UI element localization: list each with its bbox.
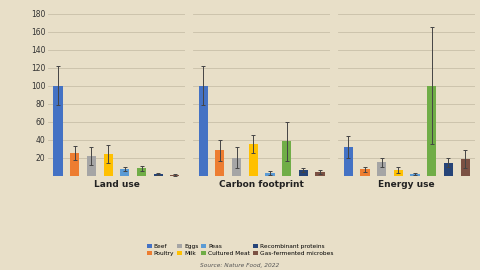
Bar bbox=[53, 86, 62, 176]
Bar bbox=[170, 175, 180, 176]
Bar bbox=[154, 174, 163, 176]
Bar bbox=[282, 141, 291, 176]
Bar bbox=[427, 86, 436, 176]
Bar bbox=[104, 154, 113, 176]
Bar bbox=[315, 172, 324, 176]
Bar bbox=[377, 162, 386, 176]
Bar bbox=[137, 168, 146, 176]
Bar bbox=[444, 163, 453, 176]
Bar bbox=[265, 173, 275, 176]
X-axis label: Energy use: Energy use bbox=[378, 180, 435, 189]
Bar bbox=[70, 153, 79, 176]
Bar bbox=[410, 174, 420, 176]
Bar bbox=[232, 157, 241, 176]
Bar bbox=[344, 147, 353, 176]
Bar bbox=[199, 86, 208, 176]
Legend: Beef, Poultry, Eggs, Milk, Peas, Cultured Meat, Recombinant proteins, Gas-fermen: Beef, Poultry, Eggs, Milk, Peas, Culture… bbox=[146, 244, 334, 256]
Bar bbox=[120, 169, 130, 176]
Bar bbox=[299, 170, 308, 176]
X-axis label: Land use: Land use bbox=[94, 180, 139, 189]
Bar bbox=[215, 150, 225, 176]
X-axis label: Carbon footprint: Carbon footprint bbox=[219, 180, 304, 189]
Text: Source: Nature Food, 2022: Source: Nature Food, 2022 bbox=[200, 263, 280, 268]
Bar bbox=[249, 144, 258, 176]
Bar bbox=[394, 170, 403, 176]
Bar bbox=[87, 156, 96, 176]
Bar bbox=[360, 169, 370, 176]
Bar bbox=[461, 159, 470, 176]
